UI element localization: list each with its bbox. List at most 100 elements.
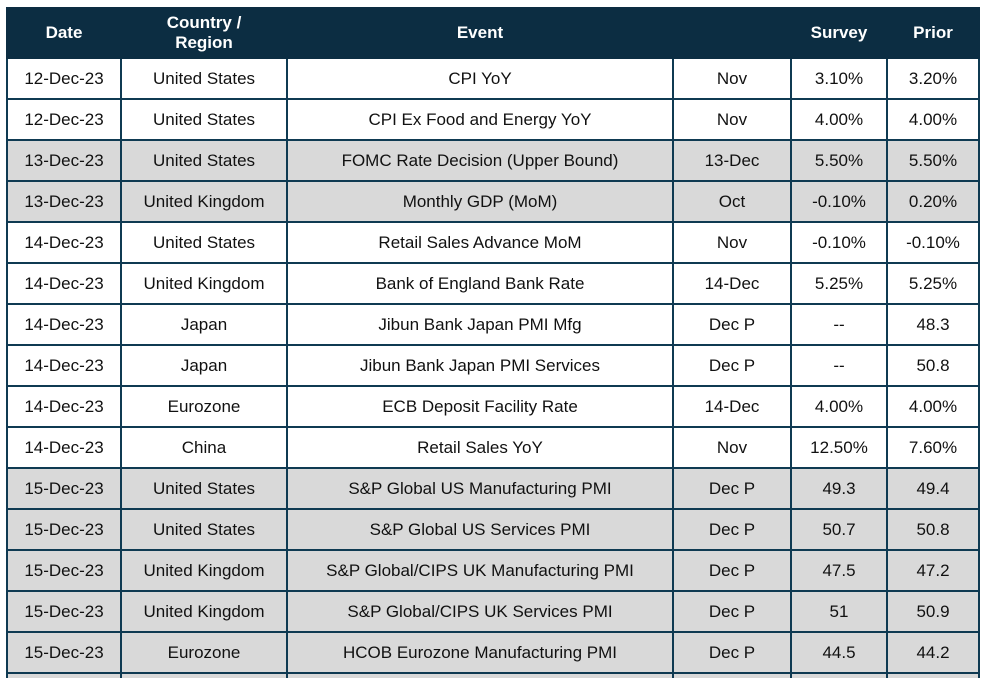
table-row: 13-Dec-23 United Kingdom Monthly GDP (Mo… bbox=[6, 180, 980, 223]
cell-region: United States bbox=[120, 98, 288, 141]
cell-prior: 0.20% bbox=[886, 180, 980, 223]
cell-prior: 3.20% bbox=[886, 57, 980, 100]
cell-event: HCOB Eurozone Manufacturing PMI bbox=[286, 631, 674, 674]
cell-prior: 44.2 bbox=[886, 631, 980, 674]
economic-calendar-table: Date Country / Region Event Survey Prior… bbox=[6, 7, 980, 678]
cell-survey: 44.5 bbox=[790, 631, 888, 674]
cell-period: 14-Dec bbox=[672, 262, 792, 305]
cell-date: 14-Dec-23 bbox=[6, 262, 122, 305]
cell-region: Japan bbox=[120, 344, 288, 387]
table-row: 14-Dec-23 Japan Jibun Bank Japan PMI Mfg… bbox=[6, 303, 980, 346]
cell-region: China bbox=[120, 426, 288, 469]
cell-prior: -0.10% bbox=[886, 221, 980, 264]
cell-period: Dec P bbox=[672, 590, 792, 633]
cell-region: Eurozone bbox=[120, 631, 288, 674]
cell-event: S&P Global/CIPS UK Services PMI bbox=[286, 590, 674, 633]
cell-region: United States bbox=[120, 139, 288, 182]
cell-survey: -0.10% bbox=[790, 221, 888, 264]
table-row: 15-Dec-23 United Kingdom S&P Global/CIPS… bbox=[6, 590, 980, 633]
table-row: 15-Dec-23 Eurozone HCOB Eurozone Manufac… bbox=[6, 631, 980, 674]
cell-region: United Kingdom bbox=[120, 262, 288, 305]
cell-event: CPI YoY bbox=[286, 57, 674, 100]
column-header-period bbox=[672, 7, 792, 59]
cell-period: Nov bbox=[672, 57, 792, 100]
cell-date: 12-Dec-23 bbox=[6, 57, 122, 100]
column-header-event: Event bbox=[286, 7, 674, 59]
cell-date: 15-Dec-23 bbox=[6, 590, 122, 633]
cell-prior: 4.00% bbox=[886, 385, 980, 428]
cell-survey: 47.5 bbox=[790, 549, 888, 592]
cell-period: Dec P bbox=[672, 467, 792, 510]
cell-survey: 50.7 bbox=[790, 508, 888, 551]
table-row: 15-Dec-23 United States S&P Global US Ma… bbox=[6, 467, 980, 510]
cell-event: ECB Deposit Facility Rate bbox=[286, 385, 674, 428]
cell-date: 14-Dec-23 bbox=[6, 344, 122, 387]
table-row: 14-Dec-23 China Retail Sales YoY Nov 12.… bbox=[6, 426, 980, 469]
cell-date: 15-Dec-23 bbox=[6, 508, 122, 551]
table-row: 13-Dec-23 United States FOMC Rate Decisi… bbox=[6, 139, 980, 182]
cell-region: United States bbox=[120, 57, 288, 100]
cell-prior: 50.9 bbox=[886, 590, 980, 633]
cell-event: Jibun Bank Japan PMI Mfg bbox=[286, 303, 674, 346]
table-row: 14-Dec-23 United Kingdom Bank of England… bbox=[6, 262, 980, 305]
cell-period: Nov bbox=[672, 98, 792, 141]
cell-region: United Kingdom bbox=[120, 549, 288, 592]
table-row: 14-Dec-23 Japan Jibun Bank Japan PMI Ser… bbox=[6, 344, 980, 387]
table-row: 15-Dec-23 United Kingdom S&P Global/CIPS… bbox=[6, 549, 980, 592]
cell-date: 14-Dec-23 bbox=[6, 303, 122, 346]
cell-date: 14-Dec-23 bbox=[6, 426, 122, 469]
cell-event: HCOB Eurozone Services PMI bbox=[286, 672, 674, 678]
cell-prior: 4.00% bbox=[886, 98, 980, 141]
cell-survey: -0.10% bbox=[790, 180, 888, 223]
table-body: 12-Dec-23 United States CPI YoY Nov 3.10… bbox=[6, 57, 980, 678]
cell-event: Jibun Bank Japan PMI Services bbox=[286, 344, 674, 387]
cell-event: S&P Global/CIPS UK Manufacturing PMI bbox=[286, 549, 674, 592]
cell-survey: 49.1 bbox=[790, 672, 888, 678]
column-header-survey: Survey bbox=[790, 7, 888, 59]
cell-date: 13-Dec-23 bbox=[6, 180, 122, 223]
cell-region: United Kingdom bbox=[120, 180, 288, 223]
cell-prior: 5.50% bbox=[886, 139, 980, 182]
column-header-region: Country / Region bbox=[120, 7, 288, 59]
cell-date: 12-Dec-23 bbox=[6, 98, 122, 141]
cell-survey: 12.50% bbox=[790, 426, 888, 469]
table-row: 12-Dec-23 United States CPI YoY Nov 3.10… bbox=[6, 57, 980, 100]
cell-period: Oct bbox=[672, 180, 792, 223]
cell-event: S&P Global US Services PMI bbox=[286, 508, 674, 551]
cell-survey: 4.00% bbox=[790, 98, 888, 141]
cell-event: Retail Sales Advance MoM bbox=[286, 221, 674, 264]
cell-date: 14-Dec-23 bbox=[6, 221, 122, 264]
cell-region: United States bbox=[120, 467, 288, 510]
cell-event: FOMC Rate Decision (Upper Bound) bbox=[286, 139, 674, 182]
cell-region: Eurozone bbox=[120, 385, 288, 428]
cell-event: S&P Global US Manufacturing PMI bbox=[286, 467, 674, 510]
cell-prior: 49.4 bbox=[886, 467, 980, 510]
cell-period: Dec P bbox=[672, 672, 792, 678]
cell-prior: 50.8 bbox=[886, 508, 980, 551]
cell-survey: 3.10% bbox=[790, 57, 888, 100]
cell-period: Dec P bbox=[672, 549, 792, 592]
cell-date: 13-Dec-23 bbox=[6, 139, 122, 182]
cell-survey: -- bbox=[790, 303, 888, 346]
cell-period: Dec P bbox=[672, 344, 792, 387]
table-row: 14-Dec-23 United States Retail Sales Adv… bbox=[6, 221, 980, 264]
cell-period: Nov bbox=[672, 221, 792, 264]
table-row: 15-Dec-23 Eurozone HCOB Eurozone Service… bbox=[6, 672, 980, 678]
cell-survey: 5.50% bbox=[790, 139, 888, 182]
cell-event: CPI Ex Food and Energy YoY bbox=[286, 98, 674, 141]
cell-prior: 50.8 bbox=[886, 344, 980, 387]
cell-survey: 4.00% bbox=[790, 385, 888, 428]
cell-period: Dec P bbox=[672, 303, 792, 346]
cell-period: Dec P bbox=[672, 508, 792, 551]
cell-prior: 5.25% bbox=[886, 262, 980, 305]
column-header-prior: Prior bbox=[886, 7, 980, 59]
cell-date: 15-Dec-23 bbox=[6, 631, 122, 674]
cell-prior: 48.3 bbox=[886, 303, 980, 346]
table-row: 15-Dec-23 United States S&P Global US Se… bbox=[6, 508, 980, 551]
cell-date: 14-Dec-23 bbox=[6, 385, 122, 428]
cell-region: United States bbox=[120, 221, 288, 264]
table-row: 14-Dec-23 Eurozone ECB Deposit Facility … bbox=[6, 385, 980, 428]
cell-survey: 49.3 bbox=[790, 467, 888, 510]
cell-prior: 48.7 bbox=[886, 672, 980, 678]
